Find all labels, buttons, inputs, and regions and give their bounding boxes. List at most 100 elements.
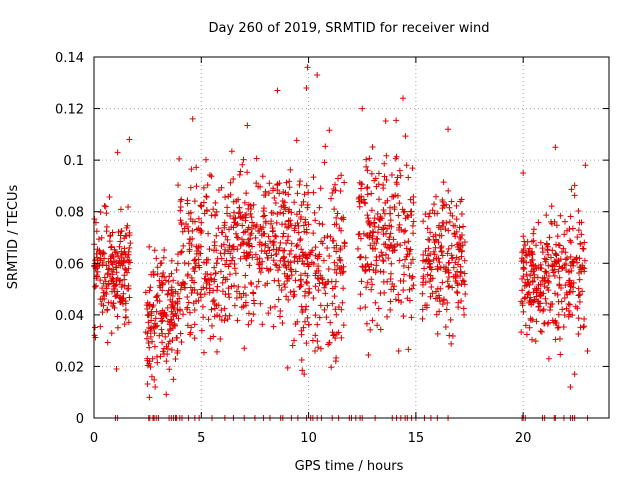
data-point <box>168 284 175 291</box>
data-point <box>217 336 224 343</box>
data-point <box>304 201 311 208</box>
data-point <box>561 231 568 238</box>
data-point <box>527 272 534 279</box>
data-point <box>436 222 443 229</box>
data-point <box>408 211 415 218</box>
x-tick-label: 0 <box>90 431 98 446</box>
data-point <box>298 202 305 209</box>
data-point <box>180 242 187 249</box>
x-axis-label: GPS time / hours <box>295 459 404 474</box>
data-point <box>389 281 396 288</box>
data-point <box>390 286 397 293</box>
data-point <box>151 376 158 383</box>
data-point <box>272 232 279 239</box>
data-point <box>539 245 546 252</box>
data-point <box>154 264 161 271</box>
data-point <box>321 159 328 166</box>
data-point <box>188 289 195 296</box>
data-point <box>380 269 387 276</box>
data-point <box>109 261 116 268</box>
data-point <box>195 256 202 263</box>
data-point <box>565 300 572 307</box>
data-point <box>231 265 238 272</box>
data-point <box>97 277 104 284</box>
data-point <box>214 348 221 355</box>
data-point <box>322 280 329 287</box>
data-point <box>410 218 417 225</box>
data-point <box>225 193 232 200</box>
data-point <box>118 295 125 302</box>
data-point <box>250 290 257 297</box>
data-point <box>551 272 558 279</box>
data-point <box>429 207 436 214</box>
data-point <box>228 283 235 290</box>
data-point <box>210 297 217 304</box>
data-point <box>242 217 249 224</box>
data-point <box>396 167 403 174</box>
data-point <box>334 262 341 269</box>
data-point <box>188 166 195 173</box>
data-point <box>327 233 334 240</box>
data-point <box>243 250 250 257</box>
data-point <box>324 244 331 251</box>
data-point <box>564 291 571 298</box>
data-point <box>387 204 394 211</box>
data-point <box>299 249 306 256</box>
data-point <box>321 306 328 313</box>
data-point <box>103 228 110 235</box>
data-point <box>269 239 276 246</box>
data-point <box>426 258 433 265</box>
data-point <box>452 233 459 240</box>
data-point <box>178 219 185 226</box>
data-point <box>330 185 337 192</box>
data-point <box>319 276 326 283</box>
data-point <box>329 300 336 307</box>
data-point <box>447 210 454 217</box>
data-point <box>378 249 385 256</box>
data-point <box>567 384 574 391</box>
data-point <box>274 186 281 193</box>
data-point <box>393 117 400 124</box>
data-point <box>436 298 443 305</box>
data-point <box>106 238 113 245</box>
data-point <box>258 232 265 239</box>
data-point <box>397 242 404 249</box>
data-point <box>320 257 327 264</box>
data-point <box>178 338 185 345</box>
data-point <box>305 290 312 297</box>
data-point <box>293 137 300 144</box>
data-point <box>437 264 444 271</box>
data-point <box>519 249 526 256</box>
data-point <box>560 324 567 331</box>
data-point <box>439 279 446 286</box>
data-point <box>267 304 274 311</box>
data-point <box>312 244 319 251</box>
data-point <box>422 211 429 218</box>
data-point <box>266 180 273 187</box>
data-point <box>422 248 429 255</box>
data-point <box>222 261 229 268</box>
data-point <box>458 281 465 288</box>
data-point <box>203 280 210 287</box>
data-point <box>380 278 387 285</box>
data-point <box>195 244 202 251</box>
data-point <box>536 292 543 299</box>
data-point <box>247 210 254 217</box>
data-point <box>448 198 455 205</box>
data-point <box>362 254 369 261</box>
data-point <box>458 210 465 217</box>
data-point <box>93 228 100 235</box>
data-point <box>108 243 115 250</box>
x-tick-label: 15 <box>408 431 425 446</box>
data-point <box>206 281 213 288</box>
data-point <box>151 343 158 350</box>
data-point <box>294 242 301 249</box>
data-point <box>369 233 376 240</box>
data-point <box>288 247 295 254</box>
data-point <box>211 264 218 271</box>
data-point <box>446 332 453 339</box>
data-point <box>202 275 209 282</box>
data-point <box>425 213 432 220</box>
data-point <box>449 333 456 340</box>
data-point <box>576 270 583 277</box>
